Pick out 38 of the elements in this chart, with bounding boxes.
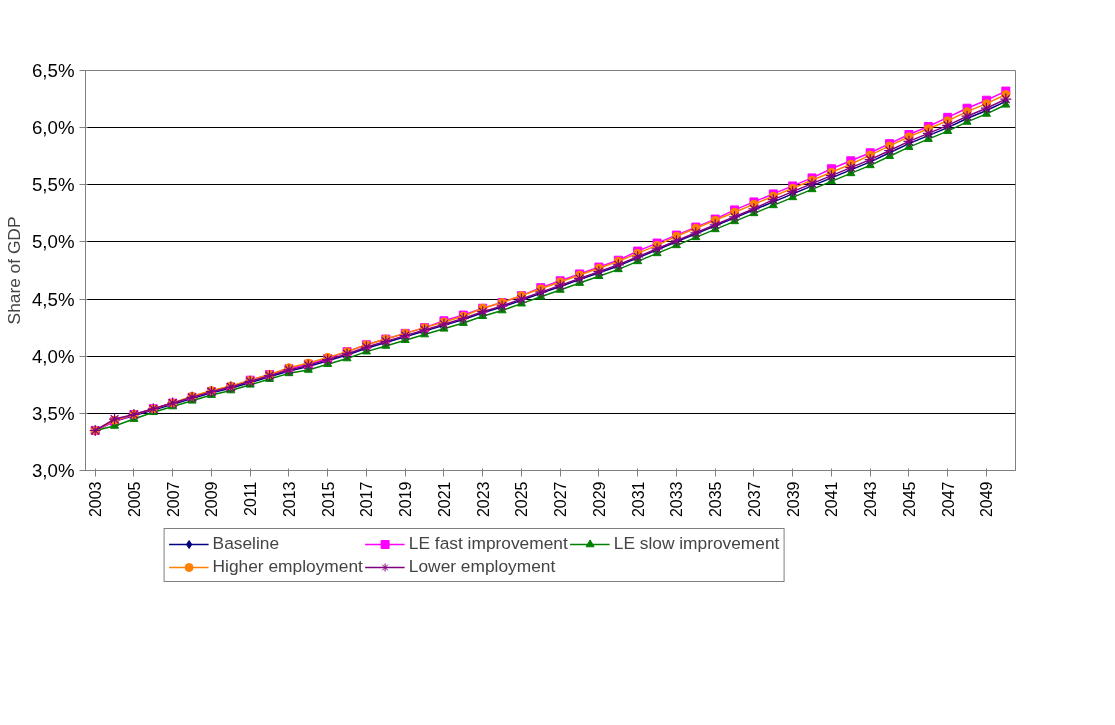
x-tick-label: 2011: [242, 481, 260, 516]
x-tick-label: 2047: [939, 481, 957, 518]
x-tick-label: 2021: [435, 481, 453, 518]
y-tick-label: 4,5%: [31, 288, 75, 310]
y-tick-label: 5,0%: [31, 231, 75, 253]
x-tick-label: 2035: [707, 481, 725, 518]
x-tick-label: 2019: [397, 481, 415, 518]
y-tick-label: 6,0%: [31, 117, 75, 139]
x-tick-label: 2013: [280, 481, 298, 518]
x-tick-label: 2009: [203, 481, 221, 518]
legend-label: Baseline: [212, 533, 280, 554]
x-tick-label: 2007: [164, 481, 182, 518]
y-axis-title: Share of GDP: [3, 216, 24, 325]
x-tick-label: 2005: [125, 481, 143, 518]
x-tick-label: 2043: [862, 481, 880, 518]
legend-label: Lower employment: [408, 556, 556, 577]
x-tick-label: 2031: [629, 481, 647, 518]
x-tick-label: 2049: [978, 481, 996, 518]
x-tick-label: 2023: [474, 481, 492, 518]
legend-label: Higher employment: [212, 556, 363, 577]
y-tick-label: 5,5%: [31, 174, 75, 196]
y-tick-label: 4,0%: [31, 345, 75, 367]
y-tick-label: 3,5%: [31, 402, 75, 424]
x-tick-label: 2017: [358, 481, 376, 518]
x-tick-label: 2033: [668, 481, 686, 518]
x-tick-label: 2003: [87, 481, 105, 518]
x-tick-label: 2015: [319, 481, 337, 518]
legend-label: LE fast improvement: [408, 533, 568, 554]
y-tick-label: 3,0%: [31, 460, 75, 481]
x-tick-label: 2037: [745, 481, 763, 518]
x-tick-label: 2039: [784, 481, 802, 518]
x-tick-label: 2045: [900, 481, 918, 518]
legend-label: LE slow improvement: [613, 533, 780, 554]
y-tick-label: 6,5%: [31, 60, 75, 81]
x-tick-label: 2029: [590, 481, 608, 518]
x-tick-label: 2027: [552, 481, 570, 518]
x-tick-label: 2041: [823, 481, 841, 518]
x-tick-label: 2025: [513, 481, 531, 518]
